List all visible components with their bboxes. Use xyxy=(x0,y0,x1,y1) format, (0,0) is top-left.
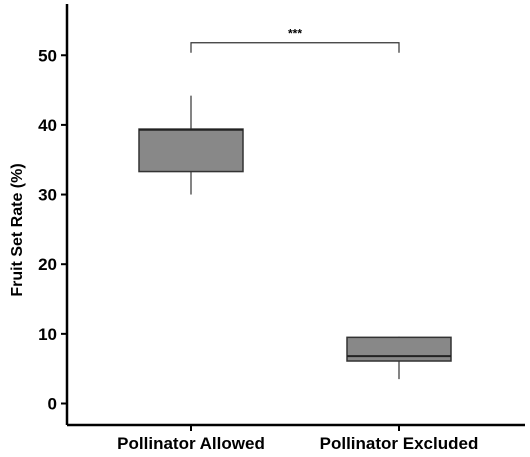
x-category-label-0: Pollinator Allowed xyxy=(117,434,265,453)
significance-label: *** xyxy=(288,27,302,41)
y-tick-label-50: 50 xyxy=(38,46,57,65)
y-axis-title: Fruit Set Rate (%) xyxy=(9,163,26,296)
y-tick-label-0: 0 xyxy=(48,395,57,414)
y-tick-label-10: 10 xyxy=(38,325,57,344)
plot-area: 0 10 20 30 40 50 Pollinator Allowed Pollinator … xyxy=(38,4,525,453)
x-category-label-1: Pollinator Excluded xyxy=(320,434,479,453)
box-1 xyxy=(346,336,452,362)
box-0 xyxy=(138,128,244,173)
y-tick-label-30: 30 xyxy=(38,186,57,205)
y-tick-label-40: 40 xyxy=(38,116,57,135)
y-tick-label-20: 20 xyxy=(38,255,57,274)
significance-bracket xyxy=(190,42,400,53)
